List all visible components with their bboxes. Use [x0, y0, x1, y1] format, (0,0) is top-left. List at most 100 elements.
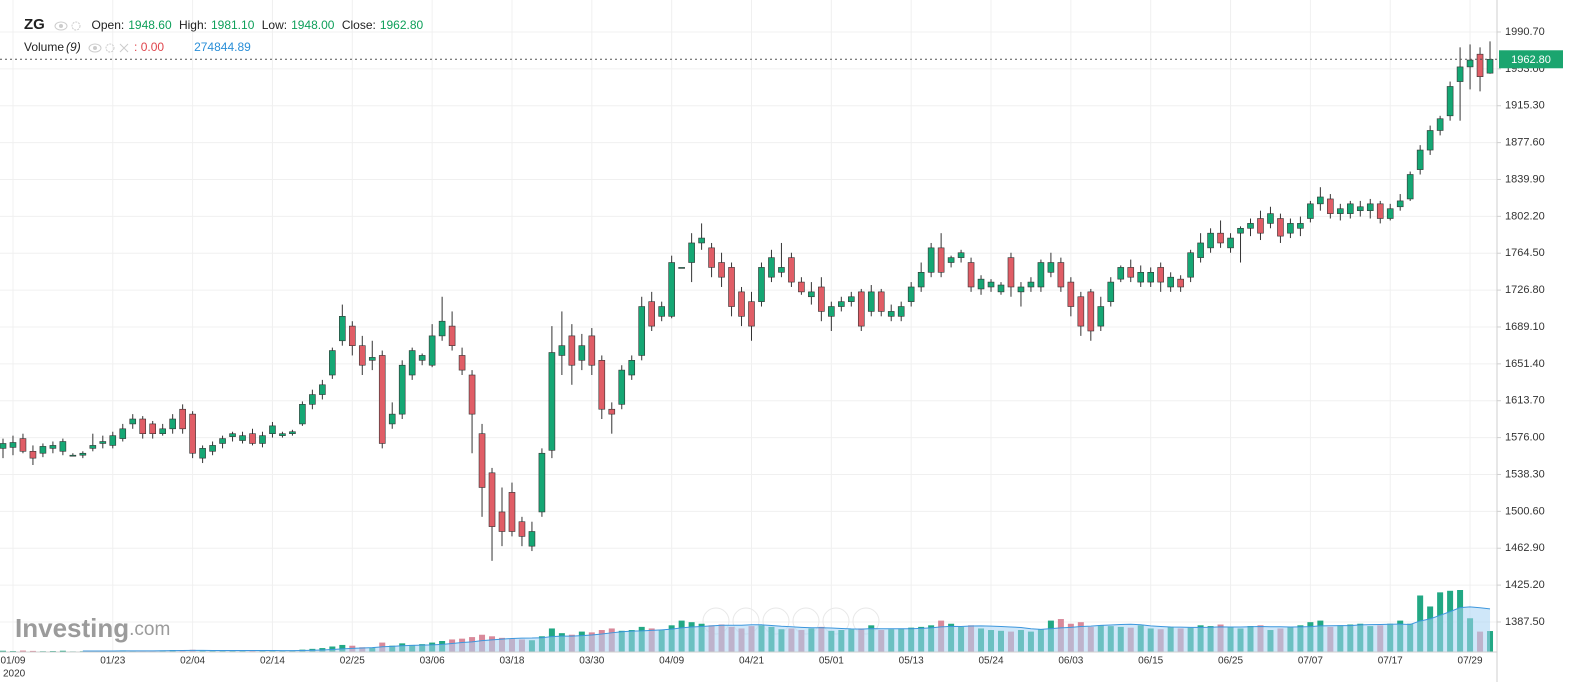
candle-body	[698, 237, 705, 244]
candle-body	[518, 521, 526, 537]
candle-body	[708, 247, 715, 268]
watermark-suffix: .com	[129, 619, 170, 640]
candle-body	[748, 301, 755, 327]
candle-body	[598, 360, 606, 410]
axes: 1387.50 1425.20 1462.90 1500.60 1538.30 1576.…	[0, 26, 1563, 680]
candle-body	[1057, 262, 1065, 288]
candle-body	[388, 413, 396, 425]
candle-body	[468, 374, 476, 415]
candles	[0, 41, 1494, 561]
candle-body	[1257, 218, 1264, 234]
volume-period: (9)	[66, 40, 81, 54]
x-tick-label: 02/04	[180, 656, 205, 667]
candle-body	[758, 267, 765, 302]
candle-body	[658, 306, 665, 317]
x-tick-label: 01/23	[100, 656, 125, 667]
candle-body	[1137, 272, 1145, 283]
candle-body	[1337, 208, 1344, 214]
y-tick-label: 1802.20	[1505, 210, 1545, 222]
candle-body	[578, 345, 586, 361]
candle-body	[788, 257, 795, 283]
candle-body	[778, 267, 785, 273]
volume-ma-line	[82, 606, 1491, 652]
candle-body	[159, 428, 166, 434]
candle-body	[1067, 281, 1075, 307]
candle-body	[957, 252, 965, 258]
close-label: Close:	[341, 18, 376, 32]
x-tick-label: 05/24	[979, 656, 1004, 667]
volume-ma-value: 274844.89	[194, 40, 251, 54]
candle-body	[618, 369, 626, 405]
candle-body	[1327, 198, 1334, 214]
candle-body	[987, 281, 995, 288]
x-tick-label: 06/25	[1218, 656, 1243, 667]
candle-body	[1446, 86, 1454, 117]
y-tick-label: 1990.70	[1505, 26, 1545, 38]
candle-body	[1147, 272, 1154, 283]
volume-readout: : 0.00	[134, 40, 165, 54]
candle-body	[768, 257, 775, 278]
candle-body	[39, 446, 47, 454]
candle-body	[997, 284, 1005, 293]
candle-body	[99, 441, 107, 444]
candle-body	[548, 352, 556, 451]
candle-body	[877, 291, 885, 312]
candle-body	[119, 428, 127, 439]
open-label: Open:	[91, 18, 125, 32]
candle-body	[149, 423, 156, 434]
watermark: Investing.com	[15, 613, 170, 643]
candle-body	[1476, 53, 1484, 77]
candle-body	[828, 306, 835, 317]
icons	[54, 21, 81, 31]
volume-pane	[0, 590, 1494, 652]
y-tick-label: 1613.70	[1505, 395, 1545, 407]
candle-body	[1127, 267, 1135, 278]
candle-body	[907, 286, 915, 302]
candle-body	[1486, 58, 1494, 74]
candle-body	[1416, 149, 1424, 170]
candle-body	[927, 247, 935, 273]
candle-body	[1037, 262, 1045, 288]
x-year-label: 2020	[3, 669, 26, 680]
candle-body	[408, 350, 416, 376]
candle-body	[1237, 227, 1244, 234]
price-tag-label: 1962.80	[1511, 54, 1551, 66]
y-tick-label: 1726.80	[1505, 284, 1545, 296]
volume-bar	[29, 650, 36, 652]
y-tick-label: 1538.30	[1505, 468, 1545, 480]
x-tick-label: 04/21	[739, 656, 764, 667]
candle-body	[1366, 203, 1374, 211]
candle-body	[568, 335, 576, 366]
candle-body	[1117, 267, 1125, 280]
x-tick-label: 05/01	[819, 656, 844, 667]
y-tick-label: 1689.10	[1505, 321, 1545, 333]
y-tick-label: 1651.40	[1505, 358, 1545, 370]
candle-body	[738, 291, 745, 317]
x-tick-label: 04/09	[659, 656, 684, 667]
candle-body	[1017, 286, 1025, 293]
candle-body	[139, 418, 147, 434]
candle-body	[1386, 208, 1394, 219]
candle-body	[798, 281, 805, 293]
candle-body	[219, 438, 226, 444]
candle-body	[488, 472, 496, 527]
candle-body	[1456, 66, 1464, 82]
high-value: 1981.10	[210, 18, 255, 32]
high-label: High:	[178, 18, 207, 32]
candle-body	[1376, 203, 1384, 219]
candle-body	[1287, 223, 1294, 234]
candle-body	[189, 413, 196, 454]
candle-body	[967, 262, 975, 288]
candle-body	[1356, 206, 1364, 211]
candle-body	[438, 320, 446, 337]
candle-body	[348, 325, 356, 346]
candle-body	[887, 311, 895, 317]
candle-body	[498, 511, 506, 532]
close-value: 1962.80	[379, 18, 424, 32]
candle-body	[418, 355, 426, 361]
candle-body	[378, 355, 386, 444]
candle-body	[648, 301, 656, 327]
candle-body	[808, 291, 815, 298]
volume-header: Volume (9) : 0.00 274844.89	[24, 40, 255, 54]
candle-body	[678, 267, 685, 269]
